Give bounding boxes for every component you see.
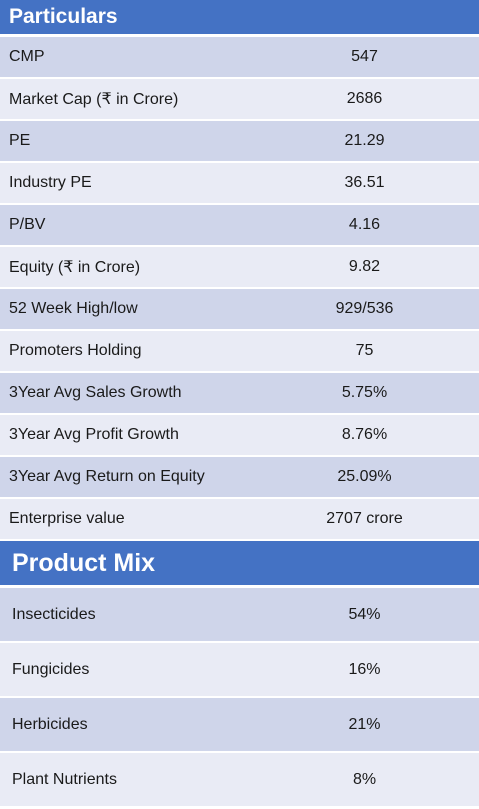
- row-label: Herbicides: [12, 715, 88, 733]
- row-label: Equity (₹ in Crore): [9, 259, 141, 276]
- table-row: Equity (₹ in Crore) 9.82: [0, 247, 479, 289]
- table-row: P/BV 4.16: [0, 205, 479, 247]
- row-label: Market Cap (₹ in Crore): [9, 91, 179, 108]
- row-value: 9.82: [348, 258, 381, 275]
- table-row: 3Year Avg Sales Growth 5.75%: [0, 373, 479, 415]
- table-row: CMP 547: [0, 37, 479, 79]
- particulars-rows: CMP 547 Market Cap (₹ in Crore) 2686 PE 21.…: [0, 37, 479, 541]
- row-label: 3Year Avg Profit Growth: [9, 426, 179, 443]
- row-label: CMP: [9, 48, 45, 65]
- table-row: Herbicides 21%: [0, 698, 479, 753]
- row-value: 547: [351, 48, 378, 65]
- row-label: 3Year Avg Return on Equity: [9, 468, 205, 485]
- product-mix-rows: Insecticides 54% Fungicides 16% Herbicides…: [0, 588, 479, 808]
- table-row: PE 21.29: [0, 121, 479, 163]
- particulars-table: Particulars CMP 547 Market Cap (₹ in Cror…: [0, 0, 479, 541]
- row-value: 4.16: [348, 216, 381, 233]
- row-label: Fungicides: [12, 660, 90, 678]
- row-label: Insecticides: [12, 605, 96, 623]
- row-label: 52 Week High/low: [9, 300, 138, 317]
- product-mix-header: Product Mix: [0, 541, 479, 588]
- table-row: 3Year Avg Profit Growth 8.76%: [0, 415, 479, 457]
- row-value: 16%: [348, 660, 381, 678]
- row-value: 2707 crore: [326, 510, 403, 527]
- row-value: 929/536: [335, 300, 394, 317]
- row-label: Plant Nutrients: [12, 770, 117, 788]
- row-label: PE: [9, 132, 31, 149]
- table-row: Enterprise value 2707 crore: [0, 499, 479, 541]
- row-value: 75: [355, 342, 374, 359]
- row-value: 5.75%: [341, 384, 388, 401]
- row-value: 8.76%: [341, 426, 388, 443]
- particulars-header: Particulars: [0, 0, 479, 37]
- row-label: Industry PE: [9, 174, 92, 191]
- row-label: Promoters Holding: [9, 342, 142, 359]
- table-row: Plant Nutrients 8%: [0, 753, 479, 808]
- row-value: 8%: [352, 770, 377, 788]
- row-value: 25.09%: [337, 468, 392, 485]
- table-row: Insecticides 54%: [0, 588, 479, 643]
- table-row: Market Cap (₹ in Crore) 2686: [0, 79, 479, 121]
- row-label: Enterprise value: [9, 510, 125, 527]
- row-value: 21.29: [344, 132, 385, 149]
- row-value: 21%: [348, 715, 381, 733]
- row-label: 3Year Avg Sales Growth: [9, 384, 182, 401]
- table-row: Promoters Holding 75: [0, 331, 479, 373]
- table-row: 52 Week High/low 929/536: [0, 289, 479, 331]
- row-label: P/BV: [9, 216, 46, 233]
- table-row: Fungicides 16%: [0, 643, 479, 698]
- row-value: 36.51: [344, 174, 385, 191]
- product-mix-table: Product Mix Insecticides 54% Fungicides 16…: [0, 541, 479, 808]
- table-row: Industry PE 36.51: [0, 163, 479, 205]
- table-row: 3Year Avg Return on Equity 25.09%: [0, 457, 479, 499]
- row-value: 54%: [348, 605, 381, 623]
- row-value: 2686: [346, 90, 383, 107]
